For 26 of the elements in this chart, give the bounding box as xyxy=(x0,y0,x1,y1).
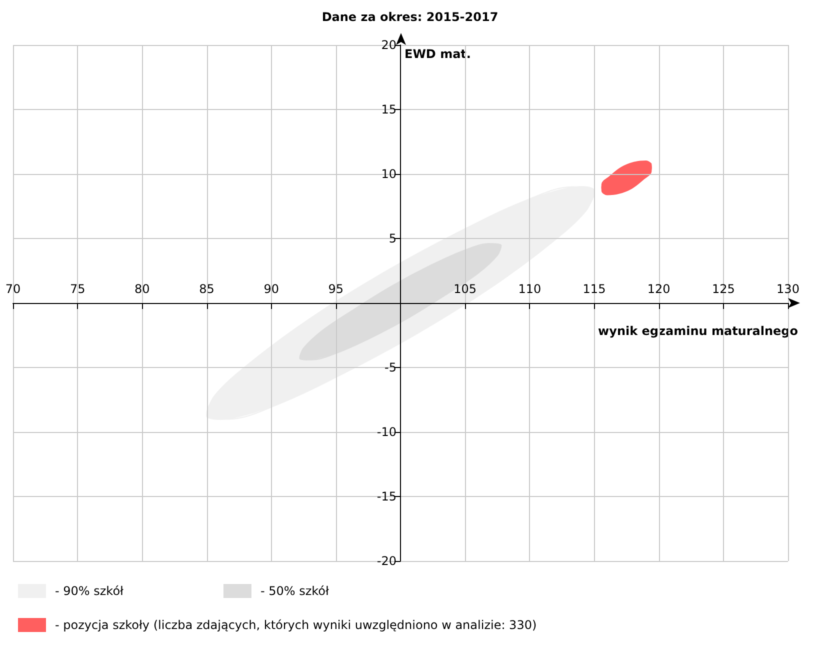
legend-label: - 90% szkół xyxy=(55,584,124,598)
y-tick-label: 10 xyxy=(381,167,396,181)
y-tick-label: 20 xyxy=(381,38,396,52)
legend-label: - 50% szkół xyxy=(260,584,330,598)
x-tick-label: 120 xyxy=(647,282,670,296)
y-tick-label: -15 xyxy=(376,490,396,504)
y-tick-label: -5 xyxy=(384,360,396,374)
x-tick-label: 95 xyxy=(328,282,344,296)
legend-label: - pozycja szkoły (liczba zdających, których wyniki uwzględniono w analizie: 330) xyxy=(55,618,537,632)
chart-title: Dane za okres: 2015-2017 xyxy=(322,10,498,24)
x-tick-label: 90 xyxy=(264,282,279,296)
x-tick-label: 110 xyxy=(518,282,542,296)
x-tick-label: 85 xyxy=(199,282,214,296)
x-tick-label: 105 xyxy=(454,282,477,296)
y-tick-label: 15 xyxy=(381,102,396,116)
y-axis-title: EWD mat. xyxy=(404,47,471,61)
x-tick-label: 75 xyxy=(70,282,86,296)
x-tick-label: 130 xyxy=(776,282,800,296)
x-tick-label: 80 xyxy=(134,282,150,296)
x-tick-label: 115 xyxy=(582,282,606,296)
y-tick-label: 5 xyxy=(388,232,396,246)
y-tick-label: -10 xyxy=(376,425,396,439)
x-axis-title: wynik egzaminu maturalnego xyxy=(598,324,798,338)
y-tick-label: -20 xyxy=(376,554,396,568)
x-tick-label: 70 xyxy=(5,282,21,296)
x-tick-label: 125 xyxy=(712,282,735,296)
